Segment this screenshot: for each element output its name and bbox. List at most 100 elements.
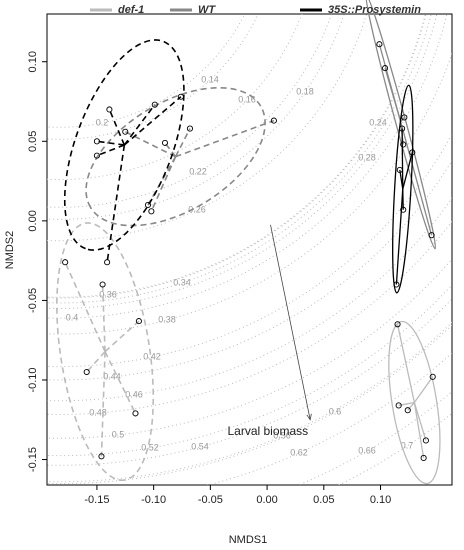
point <box>404 407 411 414</box>
spider-line <box>413 376 434 403</box>
contour-line <box>47 321 452 483</box>
contour-label: 0.38 <box>158 314 176 324</box>
point <box>151 101 158 108</box>
contour-line <box>47 14 303 180</box>
x-axis-label: NMDS1 <box>229 534 268 546</box>
y-tick-label: -0.10 <box>27 367 39 392</box>
contour-label: 0.4 <box>66 312 79 322</box>
contour-line <box>47 298 452 466</box>
legend-label: 35S::Prosystemin <box>328 4 421 16</box>
confidence-ellipse <box>63 39 185 251</box>
point <box>422 437 429 444</box>
point <box>382 65 389 72</box>
contour-label: 0.22 <box>189 166 207 176</box>
point <box>394 321 401 328</box>
spider-line <box>150 156 177 212</box>
spider-line <box>174 128 191 158</box>
point <box>399 125 406 132</box>
point <box>376 41 383 48</box>
x-tick-label: -0.10 <box>141 494 166 506</box>
contour-line <box>47 14 427 299</box>
contour-line <box>47 14 259 140</box>
contour-line <box>47 14 345 220</box>
point <box>93 152 100 159</box>
spider-line <box>96 140 125 146</box>
y-axis-label: NMDS2 <box>4 231 16 270</box>
point <box>270 117 277 124</box>
legend-label: WT <box>198 4 216 16</box>
spider-line <box>402 152 413 190</box>
arrow-head <box>306 413 312 421</box>
point <box>400 206 407 213</box>
contour-line <box>47 14 246 128</box>
contour-label: 0.36 <box>99 289 117 299</box>
spider-line <box>108 109 126 146</box>
x-tick-label: -0.05 <box>198 494 223 506</box>
confidence-ellipse <box>56 222 155 482</box>
point <box>396 166 403 173</box>
point <box>62 259 69 266</box>
spider-line <box>384 67 402 123</box>
x-tick-label: 0.10 <box>370 494 391 506</box>
spider-line <box>96 144 125 157</box>
contour-line <box>47 220 452 415</box>
contour-label: 0.62 <box>290 447 308 457</box>
point <box>177 93 184 100</box>
arrow-label: Larval biomass <box>227 424 308 438</box>
spider-line <box>123 96 182 146</box>
contour-label: 0.46 <box>125 389 143 399</box>
spider-line <box>400 121 433 236</box>
y-tick-label: 0.05 <box>27 131 39 152</box>
x-tick-label: -0.15 <box>84 494 109 506</box>
spider-line <box>175 119 275 158</box>
confidence-ellipse <box>365 0 437 250</box>
spider-line <box>86 351 106 373</box>
spider-line <box>407 402 415 411</box>
point <box>400 141 407 148</box>
confidence-ellipse <box>388 320 441 485</box>
y-tick-label: -0.15 <box>27 447 39 472</box>
x-tick-label: 0.05 <box>313 494 334 506</box>
point <box>148 208 155 215</box>
biplot-arrow <box>270 224 311 420</box>
spider-line <box>124 131 176 158</box>
y-tick-label: 0.00 <box>27 210 39 231</box>
contour-label: 0.28 <box>358 152 376 162</box>
contour-label: 0.56 <box>273 430 291 440</box>
point <box>93 138 100 145</box>
spider-line <box>147 156 177 206</box>
contour-label: 0.34 <box>173 277 191 287</box>
spider-line <box>101 284 106 352</box>
point <box>132 410 139 417</box>
spider-line <box>401 128 404 190</box>
spider-line <box>396 324 416 403</box>
spider-line <box>413 402 427 441</box>
point <box>161 139 169 146</box>
spider-line <box>123 104 156 146</box>
contour-line <box>47 14 426 298</box>
contour-label: 0.42 <box>143 351 161 361</box>
legend-label: def-1 <box>118 4 144 16</box>
point <box>98 453 105 460</box>
spider-line <box>64 261 106 352</box>
contour-label: 0.24 <box>369 117 387 127</box>
confidence-ellipse <box>85 86 266 227</box>
y-tick-label: 0.10 <box>27 51 39 72</box>
contour-label: 0.54 <box>191 441 209 451</box>
point <box>144 201 152 208</box>
x-tick-label: 0.00 <box>256 494 277 506</box>
contour-label: 0.44 <box>103 371 121 381</box>
point <box>409 149 416 156</box>
point <box>99 281 106 288</box>
spider-line <box>100 351 106 457</box>
contour-label: 0.66 <box>358 445 376 455</box>
contour-label: 0.14 <box>201 74 219 84</box>
spider-line <box>106 144 126 263</box>
point <box>122 128 129 135</box>
contour-label: 0.2 <box>96 117 109 127</box>
point <box>401 114 408 121</box>
y-tick-label: -0.05 <box>27 288 39 313</box>
spider-line <box>413 402 425 459</box>
spider-line <box>395 188 404 285</box>
point <box>393 281 400 288</box>
